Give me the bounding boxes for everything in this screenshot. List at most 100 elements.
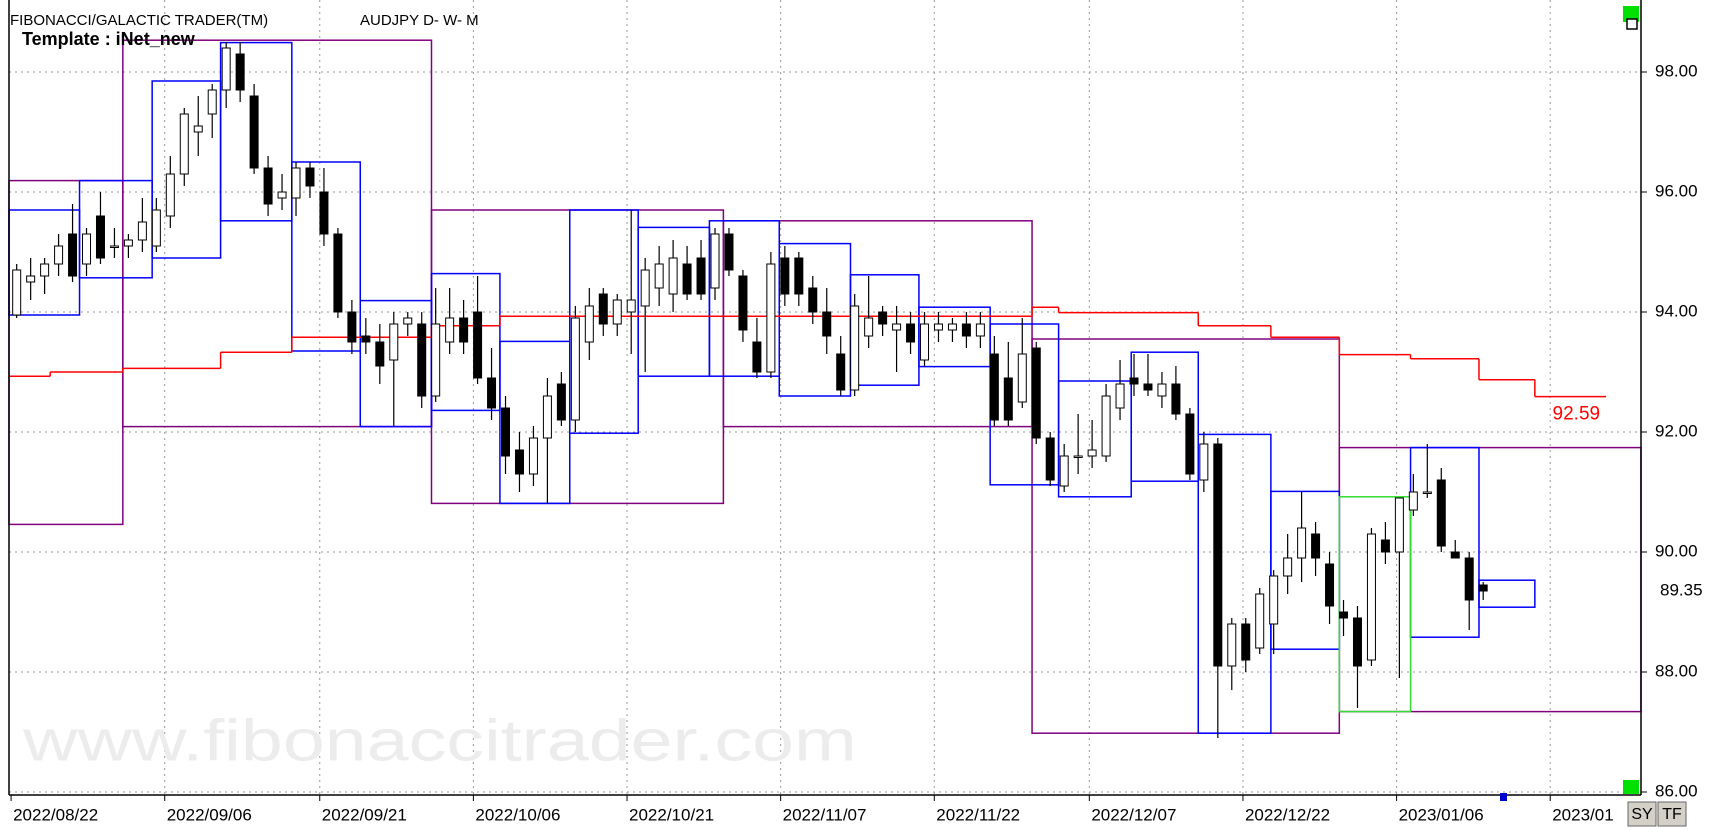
- candle-body: [584, 305, 594, 343]
- candle-body: [780, 257, 790, 295]
- candle-body: [1073, 455, 1083, 458]
- candle-body: [528, 437, 538, 475]
- candle-body: [26, 275, 36, 283]
- x-tick-label: 2022/10/06: [475, 805, 560, 824]
- x-tick-label: 2022/10/21: [629, 805, 714, 824]
- candle-body: [1422, 491, 1432, 494]
- candle-body: [542, 395, 552, 439]
- candle-body: [361, 335, 371, 343]
- candle-body: [1366, 533, 1376, 661]
- candle-body: [794, 257, 804, 295]
- toolbar-button[interactable]: [1627, 801, 1657, 827]
- candle-body: [249, 95, 259, 169]
- candle-body: [54, 245, 64, 265]
- range-box: [1130, 351, 1200, 482]
- candle-body: [1283, 557, 1293, 577]
- candle-body: [1394, 497, 1404, 553]
- x-tick-label: 2023/01: [1552, 805, 1613, 824]
- candle-body: [1045, 437, 1055, 481]
- candle-body: [1129, 377, 1139, 385]
- y-tick-label: 88.00: [1655, 661, 1698, 680]
- candle-body: [1003, 377, 1013, 421]
- candle-body: [95, 215, 105, 259]
- candle-body: [556, 383, 566, 421]
- candles: [12, 42, 1488, 738]
- candle-body: [375, 341, 385, 367]
- candle-body: [808, 287, 818, 313]
- candle-body: [68, 233, 78, 277]
- candle-body: [1199, 443, 1209, 481]
- candle-body: [724, 233, 734, 271]
- candle-body: [445, 317, 455, 343]
- x-tick-label: 2022/08/22: [13, 805, 98, 824]
- y-tick-label: 86.00: [1655, 781, 1698, 800]
- candle-body: [961, 323, 971, 337]
- candle-body: [389, 323, 399, 361]
- candle-body: [752, 341, 762, 373]
- candle-body: [403, 317, 413, 325]
- candle-body: [1031, 347, 1041, 439]
- candle-body: [193, 125, 203, 133]
- candle-body: [892, 323, 902, 331]
- candle-body: [920, 323, 930, 361]
- y-tick-label: 98.00: [1655, 61, 1698, 80]
- x-tick-label: 2022/12/07: [1091, 805, 1176, 824]
- candle-body: [431, 323, 441, 397]
- candle-body: [682, 263, 692, 295]
- candle-body: [277, 191, 287, 199]
- candle-body: [1380, 539, 1390, 553]
- candle-body: [1339, 611, 1349, 619]
- toolbar-button-label[interactable]: TF: [1662, 806, 1682, 823]
- corner-marker: [1626, 18, 1638, 30]
- toolbar-button-label[interactable]: SY: [1631, 806, 1653, 823]
- candle-body: [836, 353, 846, 391]
- candle-body: [501, 407, 511, 457]
- app-title: FIBONACCI/GALACTIC TRADER(TM): [10, 12, 268, 29]
- x-tick-label: 2023/01/06: [1399, 805, 1484, 824]
- candle-body: [1087, 449, 1097, 457]
- x-tick-label: 2022/09/06: [167, 805, 252, 824]
- candle-body: [626, 299, 636, 313]
- candle-body: [850, 305, 860, 391]
- candle-body: [1185, 413, 1195, 475]
- candle-body: [487, 377, 497, 409]
- candle-body: [1352, 617, 1362, 667]
- candle-body: [1227, 623, 1237, 667]
- y-tick-label: 90.00: [1655, 541, 1698, 560]
- candle-body: [1311, 533, 1321, 559]
- candle-body: [975, 323, 985, 337]
- candle-body: [137, 221, 147, 241]
- corner-marker: [1623, 6, 1639, 22]
- candle-body: [612, 299, 622, 325]
- range-box: [291, 161, 362, 352]
- candle-body: [82, 233, 92, 265]
- candle-body: [933, 323, 943, 331]
- candle-body: [766, 263, 776, 373]
- x-tick-label: 2022/09/21: [322, 805, 407, 824]
- last-price: 89.35: [1660, 580, 1703, 599]
- candle-body: [1478, 584, 1488, 592]
- indicator-label: 92.59: [1553, 404, 1601, 425]
- candle-body: [179, 113, 189, 175]
- range-box: [1478, 579, 1536, 608]
- candle-body: [1157, 383, 1167, 397]
- candle-body: [235, 53, 245, 91]
- symbol: AUDJPY D- W- M: [360, 12, 479, 29]
- candle-body: [1450, 551, 1460, 559]
- candle-body: [1297, 527, 1307, 559]
- y-tick-label: 92.00: [1655, 421, 1698, 440]
- candle-body: [1464, 557, 1474, 601]
- x-tick-label: 2022/11/22: [936, 805, 1020, 824]
- watermark: www.fibonaccitrader.com: [22, 709, 857, 774]
- candle-body: [570, 317, 580, 421]
- toolbar-button[interactable]: [1657, 801, 1687, 827]
- candle-body: [1436, 479, 1446, 547]
- candle-body: [822, 311, 832, 337]
- candle-body: [1171, 383, 1181, 415]
- candle-body: [989, 353, 999, 421]
- candle-body: [291, 167, 301, 199]
- candle-body: [1255, 593, 1265, 649]
- candle-body: [165, 173, 175, 217]
